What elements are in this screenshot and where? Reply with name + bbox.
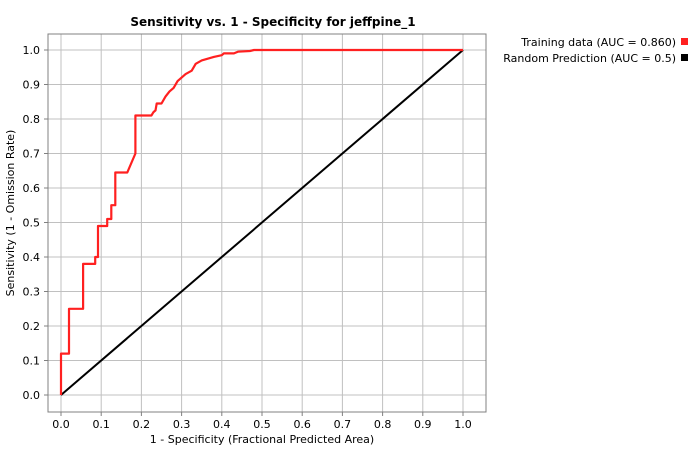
legend: Training data (AUC = 0.860) Random Predic… xyxy=(503,36,688,65)
x-tick-label: 0.7 xyxy=(334,418,352,431)
plot-area xyxy=(47,33,487,413)
legend-swatch xyxy=(681,54,688,61)
y-tick-label: 0.9 xyxy=(23,79,41,92)
y-tick-label: 0.2 xyxy=(23,320,41,333)
x-tick-label: 0.2 xyxy=(133,418,151,431)
y-tick-label: 0.5 xyxy=(23,217,41,230)
series-layer xyxy=(59,48,464,396)
y-tick-label: 0.6 xyxy=(23,182,41,195)
x-axis-label: 1 - Specificity (Fractional Predicted Ar… xyxy=(150,433,374,446)
x-tick-label: 0.5 xyxy=(253,418,271,431)
y-tick-label: 0.4 xyxy=(23,251,41,264)
x-tick-label: 0.8 xyxy=(374,418,392,431)
y-tick-label: 0.8 xyxy=(23,113,41,126)
series-line-0 xyxy=(59,48,463,395)
y-axis-ticks: 0.0 0.1 0.2 0.3 0.4 0.5 0.6 0.7 0.8 0.9 1.0 xyxy=(23,44,48,402)
y-tick-label: 1.0 xyxy=(23,44,41,57)
legend-label: Training data (AUC = 0.860) xyxy=(520,36,676,49)
x-tick-label: 0.0 xyxy=(52,418,70,431)
series-line-1 xyxy=(60,49,464,396)
legend-label: Random Prediction (AUC = 0.5) xyxy=(503,52,676,65)
x-tick-label: 0.9 xyxy=(414,418,432,431)
x-tick-label: 0.6 xyxy=(293,418,311,431)
legend-swatch xyxy=(681,38,688,45)
x-tick-label: 0.4 xyxy=(213,418,231,431)
x-tick-label: 0.3 xyxy=(173,418,191,431)
y-tick-label: 0.1 xyxy=(23,355,41,368)
chart-title: Sensitivity vs. 1 - Specificity for jeff… xyxy=(130,15,415,30)
y-tick-label: 0.7 xyxy=(23,148,41,161)
x-tick-label: 0.1 xyxy=(92,418,110,431)
x-axis-ticks: 0.0 0.1 0.2 0.3 0.4 0.5 0.6 0.7 0.8 0.9 1.0 xyxy=(52,412,472,431)
y-axis-label: Sensitivity (1 - Omission Rate) xyxy=(4,130,17,297)
y-tick-label: 0.3 xyxy=(23,286,41,299)
x-tick-label: 1.0 xyxy=(454,418,472,431)
y-tick-label: 0.0 xyxy=(23,389,41,402)
